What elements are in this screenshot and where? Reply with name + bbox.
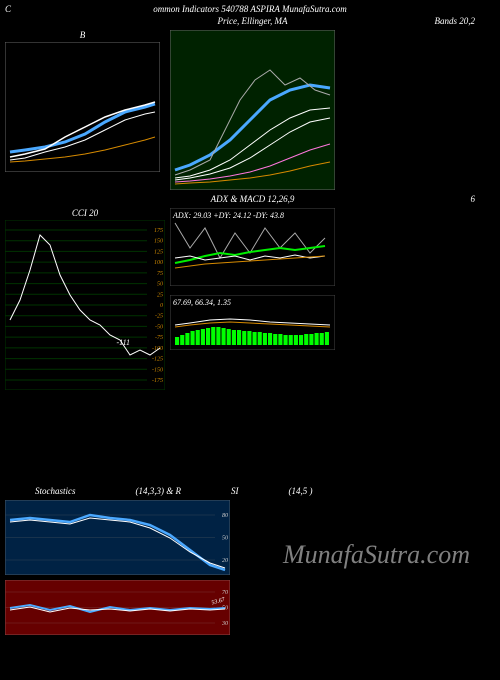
panel-stoch: 80 50 20 bbox=[5, 500, 230, 575]
svg-text:25: 25 bbox=[157, 292, 163, 298]
panel-stoch-title-row: Stochastics(14,3,3) & RSI(14,5 ) bbox=[5, 486, 495, 496]
svg-text:0: 0 bbox=[160, 303, 163, 309]
panel-cci-title: CCI 20 bbox=[5, 208, 165, 218]
svg-text:-100: -100 bbox=[152, 346, 163, 352]
panel-adx: ADX: 29.03 +DY: 24.12 -DY: 43.8 bbox=[170, 208, 335, 291]
svg-text:50: 50 bbox=[222, 536, 228, 542]
svg-text:20: 20 bbox=[222, 558, 228, 564]
panel-cci: CCI 20 175 150 125 100 75 50 25 0 -25 -50 -75 -100 -1… bbox=[5, 208, 165, 390]
svg-text:-50: -50 bbox=[155, 324, 163, 330]
svg-text:-25: -25 bbox=[155, 314, 163, 320]
panel-b-title: B bbox=[5, 30, 160, 40]
panel-b: B bbox=[5, 30, 160, 172]
svg-text:-175: -175 bbox=[152, 378, 163, 384]
panel-rsi: 70503053.67 bbox=[5, 580, 230, 635]
panel-price-ma-title-row: Price, Ellinger, MABands 20,2 bbox=[170, 16, 490, 26]
svg-text:30: 30 bbox=[221, 621, 228, 627]
svg-text:75: 75 bbox=[157, 271, 163, 277]
watermark-text: MunafaSutra.com bbox=[283, 540, 470, 570]
svg-text:50: 50 bbox=[157, 282, 163, 288]
panel-macd: 67.69, 66.34, 1.35 bbox=[170, 295, 335, 355]
svg-text:70: 70 bbox=[222, 590, 228, 596]
svg-text:100: 100 bbox=[154, 260, 163, 266]
panel-price-ma bbox=[170, 30, 335, 195]
svg-text:80: 80 bbox=[222, 513, 228, 519]
svg-text:-150: -150 bbox=[152, 367, 163, 373]
svg-text:67.69, 66.34, 1.35: 67.69, 66.34, 1.35 bbox=[173, 298, 231, 307]
svg-text:ADX: 29.03 +DY: 24.12 -DY: 43: ADX: 29.03 +DY: 24.12 -DY: 43.8 bbox=[172, 211, 284, 220]
panel-adx-title-row: ADX & MACD 12,26,96 bbox=[170, 194, 490, 204]
header-left-letter: C bbox=[5, 4, 11, 14]
svg-text:-75: -75 bbox=[155, 335, 163, 341]
svg-text:-125: -125 bbox=[152, 357, 163, 363]
svg-text:175: 175 bbox=[154, 228, 163, 234]
svg-text:125: 125 bbox=[154, 249, 163, 255]
svg-text:150: 150 bbox=[154, 239, 163, 245]
